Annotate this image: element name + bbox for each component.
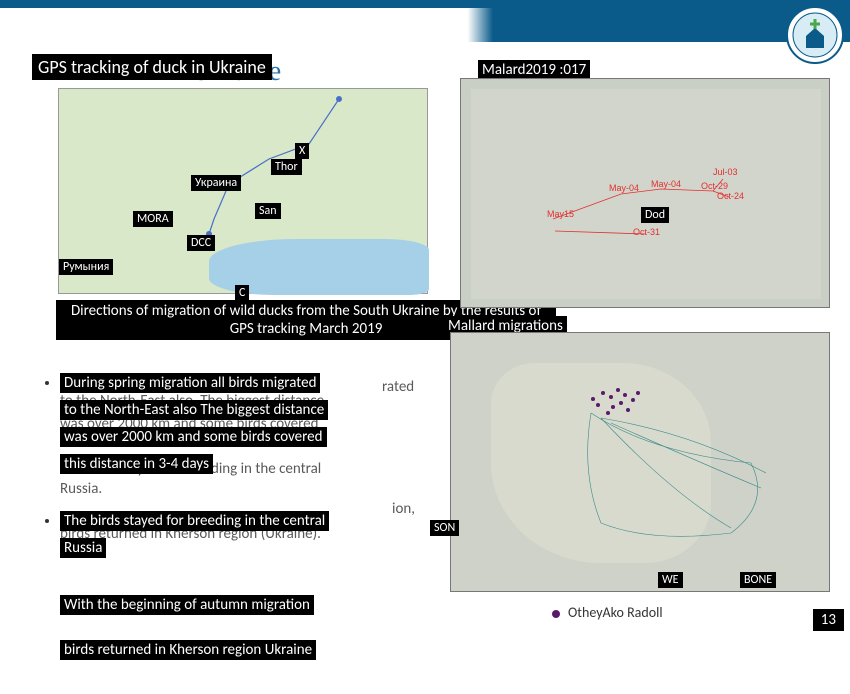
bullet-1: During spring migration all birds migrat… bbox=[60, 370, 442, 478]
purple-dot bbox=[616, 388, 620, 392]
map-label-c: C bbox=[235, 285, 249, 301]
red-pt-0: May15 bbox=[547, 209, 574, 219]
header-bar bbox=[0, 0, 850, 42]
map-label-ukraine: Украина bbox=[191, 175, 241, 191]
bullet-3-l2: birds returned in Kherson region Ukraine bbox=[60, 640, 316, 660]
right-top-title: Malard2019 :017 bbox=[478, 60, 590, 80]
org-logo bbox=[786, 6, 844, 64]
asia-migration-map: May15 May-04 May-04 Oct-29 Jul-03 Oct-24… bbox=[460, 78, 830, 308]
teal-path-3 bbox=[611, 423, 761, 488]
red-pt-5: Jul-03 bbox=[713, 167, 738, 177]
purple-dot bbox=[619, 401, 623, 405]
dod-label: Dod bbox=[641, 207, 669, 223]
ukraine-map: X Thor Украина San MORA DCC Румыния C bbox=[58, 88, 428, 294]
page-title: GPS tracking of duck in Ukraine bbox=[32, 54, 272, 80]
we-label: WE bbox=[658, 572, 683, 588]
red-pt-7: Oct-31 bbox=[633, 227, 660, 237]
map-label-dcc: DCC bbox=[187, 235, 215, 251]
teal-path-1 bbox=[601, 418, 766, 473]
purple-dot bbox=[609, 395, 613, 399]
purple-dot bbox=[591, 397, 595, 401]
map-label-thor: Thor bbox=[271, 159, 302, 175]
red-pt-3: May-04 bbox=[651, 179, 681, 189]
bullet-list: to the North-East also. The biggest dist… bbox=[42, 370, 442, 694]
purple-dot bbox=[626, 408, 630, 412]
bullet-1-l3: was over 2000 km and some birds covered bbox=[60, 427, 327, 447]
purple-dot bbox=[623, 393, 627, 397]
bullet-1-l2: to the North-East also The biggest dista… bbox=[60, 400, 328, 420]
purple-dot bbox=[636, 391, 640, 395]
europe-migration-map bbox=[450, 332, 830, 592]
map-label-x: X bbox=[295, 143, 309, 159]
purple-dot bbox=[596, 403, 600, 407]
red-pt-4: Oct-29 bbox=[701, 181, 728, 191]
legend-dot-icon bbox=[552, 610, 560, 618]
legend-text: OtheyAko Radoll bbox=[568, 604, 663, 621]
red-pt-6: Oct-24 bbox=[717, 191, 744, 201]
bullet-2-l1: The birds stayed for breeding in the cen… bbox=[60, 511, 329, 531]
map-label-romania: Румыния bbox=[59, 259, 113, 275]
bullet-2-l2: Russia bbox=[60, 538, 106, 558]
bone-label: BONE bbox=[740, 572, 776, 588]
map-label-mora: MORA bbox=[133, 211, 173, 227]
teal-path-2 bbox=[601, 418, 731, 528]
teal-path-0 bbox=[588, 413, 758, 536]
bullet-3-l1: With the beginning of autumn migration bbox=[60, 595, 314, 615]
map-label-san: San bbox=[255, 203, 281, 219]
page-number: 13 bbox=[813, 609, 844, 631]
red-pt-2: May-04 bbox=[609, 183, 639, 193]
purple-dot bbox=[606, 411, 610, 415]
bullet-1-l4: this distance in 3-4 days bbox=[60, 454, 213, 474]
purple-dot bbox=[611, 405, 615, 409]
purple-dot bbox=[631, 398, 635, 402]
purple-dot bbox=[601, 391, 605, 395]
bullet-1-l1: During spring migration all birds migrat… bbox=[60, 373, 320, 393]
bullet-2: The birds stayed for breeding in the cen… bbox=[60, 508, 442, 562]
bullet-3: With the beginning of autumn migration b… bbox=[60, 592, 442, 664]
